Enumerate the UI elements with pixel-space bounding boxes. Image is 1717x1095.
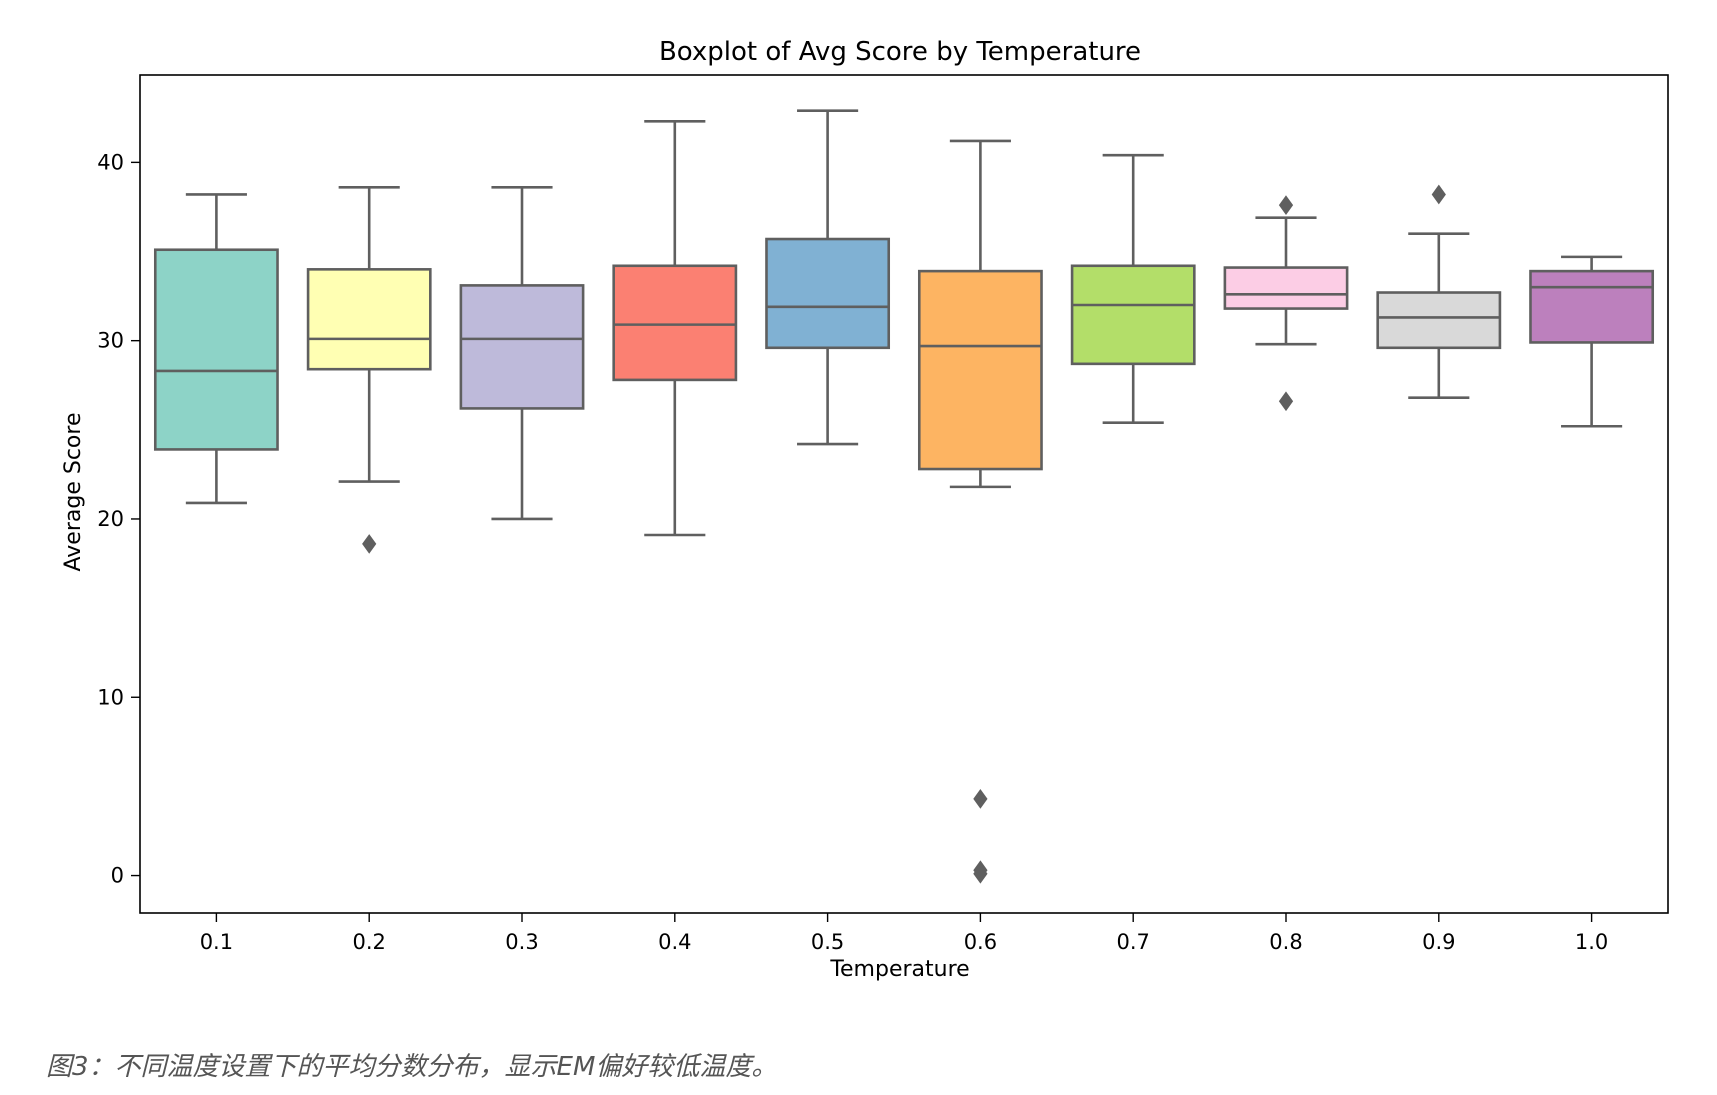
- outlier-point: [362, 534, 377, 554]
- outlier-point: [1278, 391, 1294, 412]
- x-tick-label: 0.4: [658, 930, 691, 954]
- x-axis: 0.1 0.2 0.3 0.4 0.5 0.6 0.7 0.8 0.9 1.0: [200, 913, 1608, 954]
- box-iqr: [765, 237, 891, 350]
- box-0.2: [306, 186, 432, 554]
- x-tick-label: 0.3: [505, 930, 538, 954]
- outlier-point: [1278, 195, 1294, 216]
- outlier-point: [973, 863, 988, 884]
- box-1.0: [1529, 255, 1655, 428]
- x-tick-label: 0.7: [1116, 930, 1149, 954]
- box-0.9: [1376, 184, 1502, 400]
- chart-title: Boxplot of Avg Score by Temperature: [659, 37, 1141, 67]
- x-tick-label: 0.2: [352, 930, 385, 954]
- box-iqr: [153, 248, 279, 451]
- x-tick-label: 0.9: [1422, 930, 1455, 954]
- x-tick-label: 0.5: [811, 930, 844, 954]
- box-iqr: [306, 268, 432, 371]
- box-0.7: [1070, 153, 1196, 424]
- y-tick-label: 0: [111, 864, 124, 888]
- boxes: [153, 109, 1655, 884]
- box-iqr: [612, 264, 738, 382]
- y-axis: 0 10 20 30 40: [97, 150, 140, 888]
- y-tick-label: 40: [97, 150, 124, 174]
- x-tick-label: 0.8: [1269, 930, 1302, 954]
- y-axis-label: Average Score: [61, 413, 86, 572]
- box-iqr: [1376, 291, 1502, 350]
- box-iqr: [917, 269, 1043, 471]
- box-0.3: [459, 186, 585, 521]
- plot-frame: [139, 74, 1669, 914]
- y-tick-label: 20: [97, 507, 124, 531]
- box-0.8: [1223, 195, 1349, 412]
- x-tick-label: 1.0: [1575, 930, 1608, 954]
- box-iqr: [1070, 264, 1196, 366]
- box-0.5: [765, 109, 891, 446]
- box-iqr: [459, 284, 585, 410]
- box-0.1: [153, 193, 279, 505]
- x-tick-label: 0.6: [964, 930, 997, 954]
- box-0.4: [612, 120, 738, 537]
- box-iqr: [1529, 269, 1655, 344]
- box-0.6: [917, 139, 1043, 884]
- y-tick-label: 30: [97, 329, 124, 353]
- box-iqr: [1223, 266, 1349, 310]
- x-axis-label: Temperature: [829, 957, 969, 982]
- y-tick-label: 10: [97, 685, 124, 709]
- outlier-point: [973, 789, 988, 809]
- outlier-point: [1431, 184, 1446, 205]
- boxplot-chart: Boxplot of Avg Score by Temperature 0 10 2…: [61, 37, 1669, 982]
- figure-caption: 图3：不同温度设置下的平均分数分布，显示EM偏好较低温度。: [46, 1052, 778, 1082]
- plot-area: [139, 74, 1669, 914]
- x-tick-label: 0.1: [200, 930, 233, 954]
